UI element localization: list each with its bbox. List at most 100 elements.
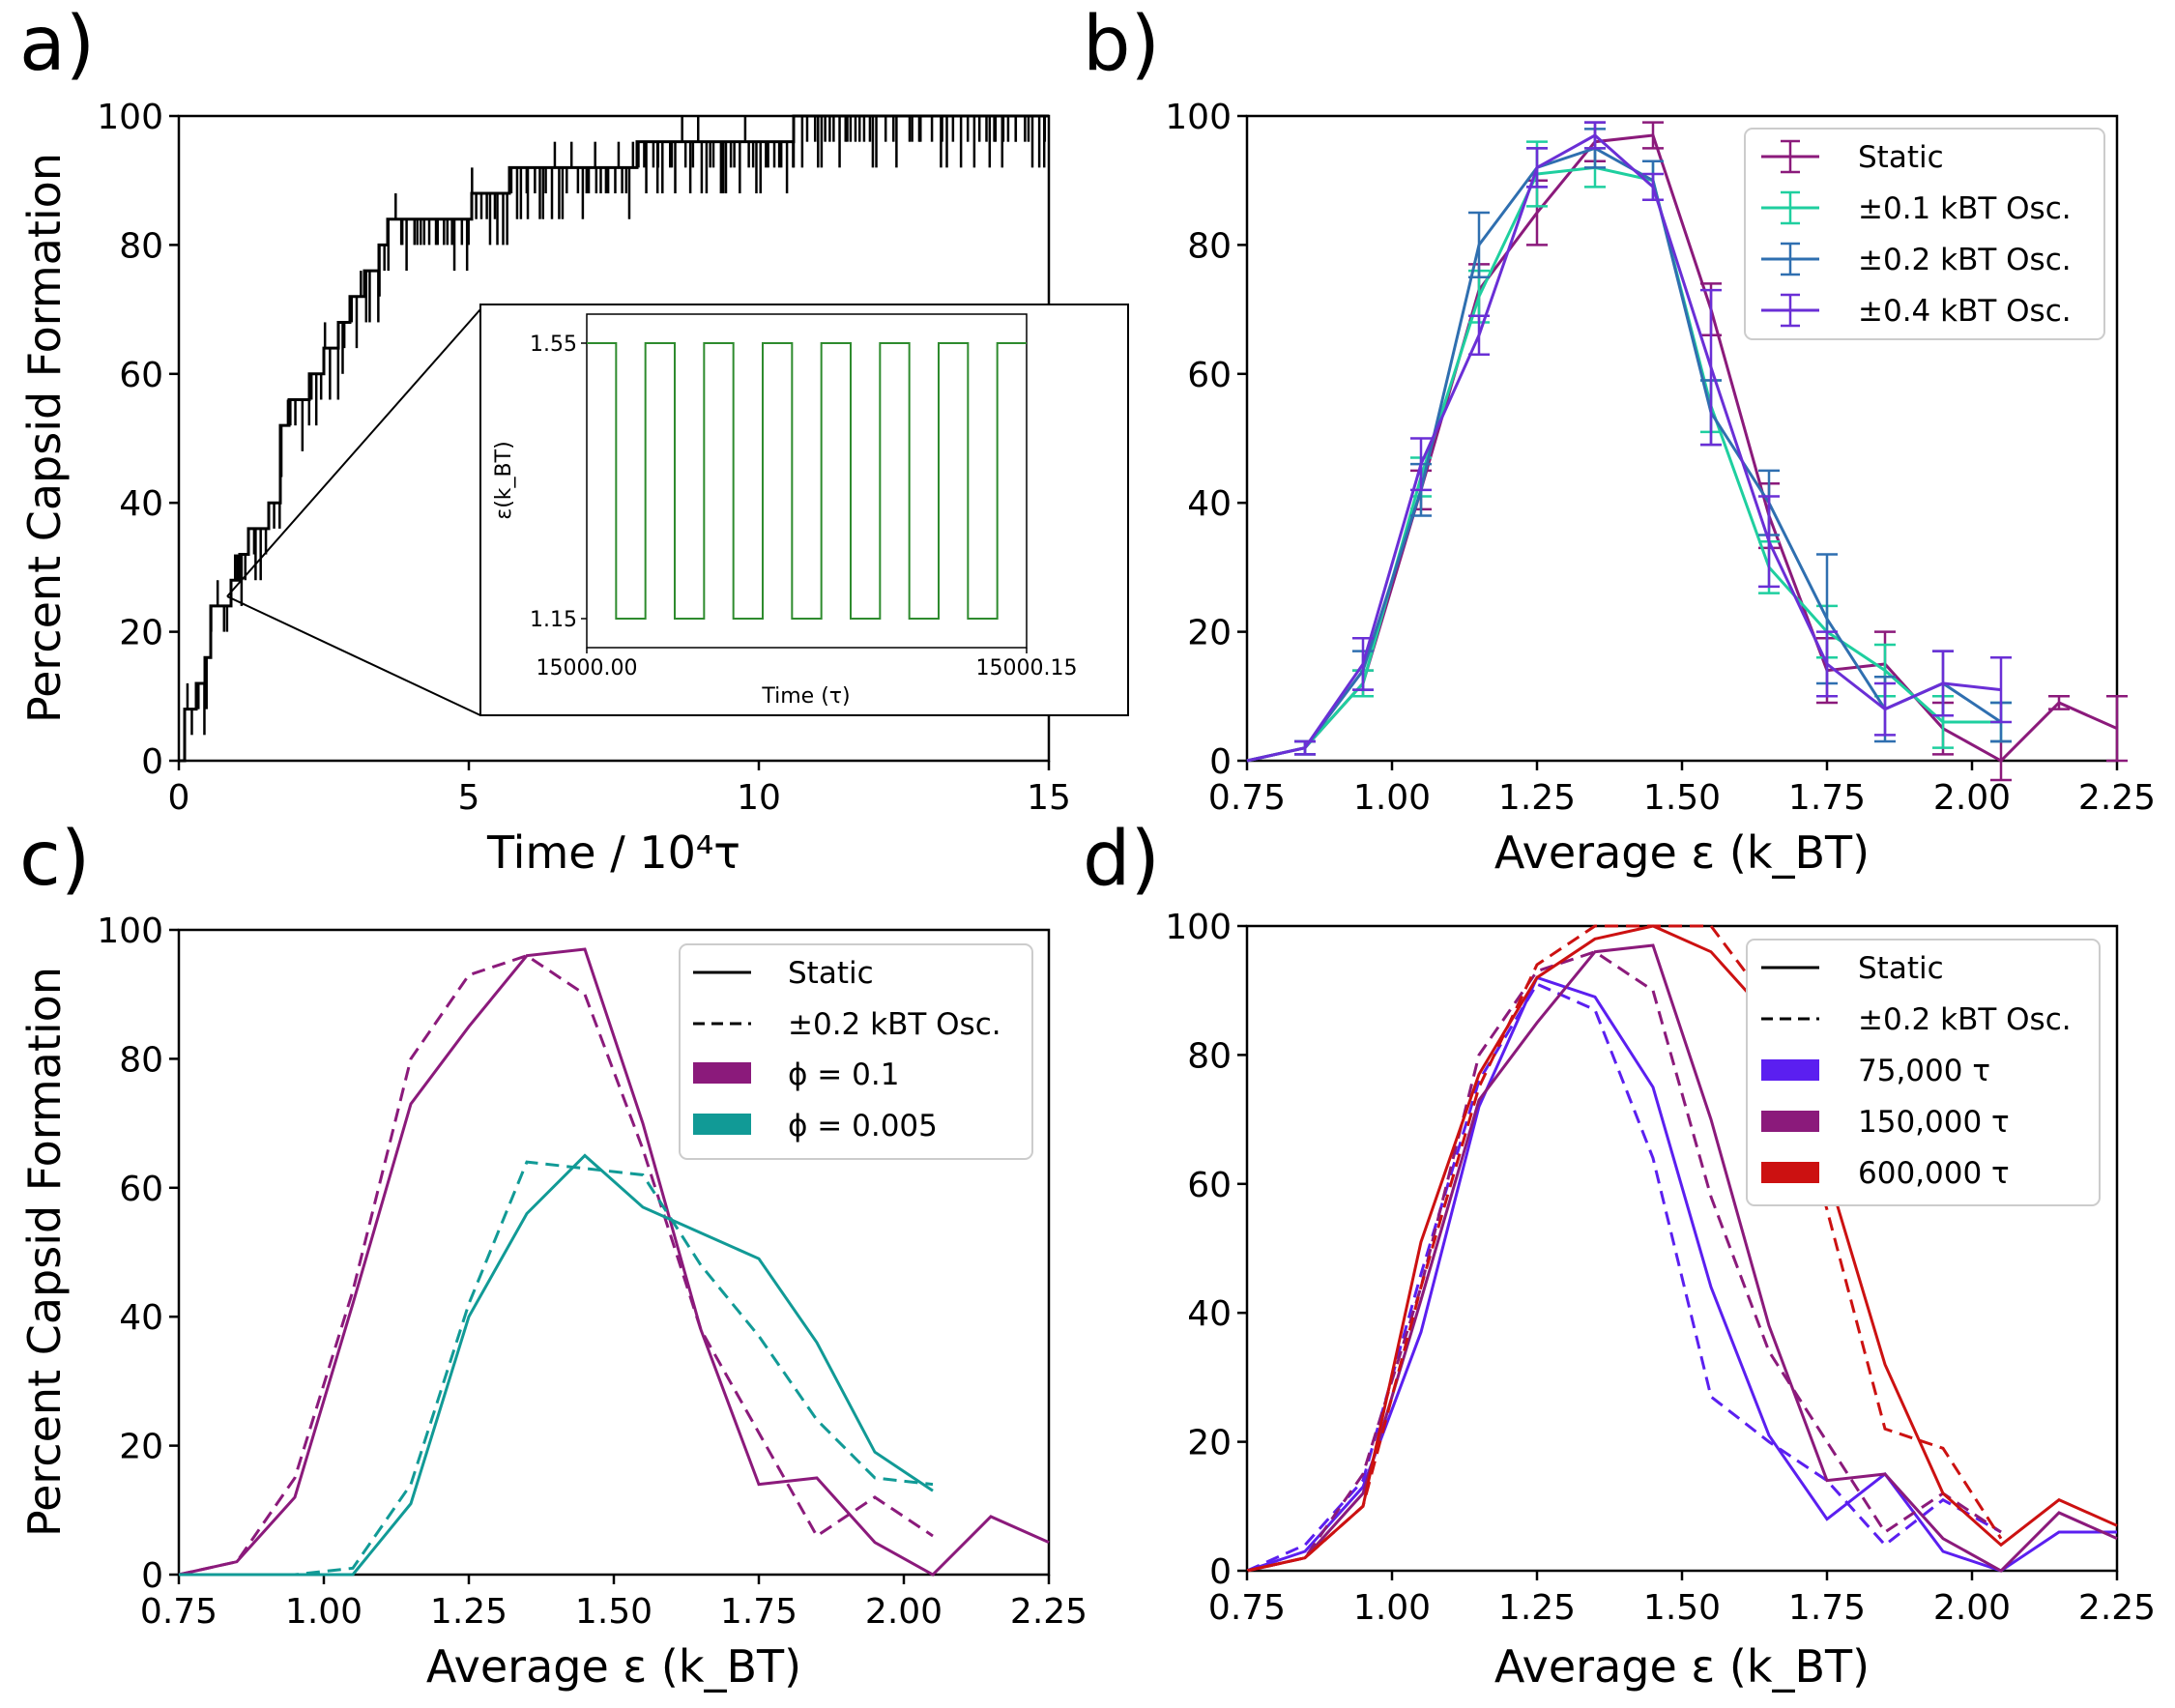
panel-c-2-series-line <box>178 947 1050 1577</box>
panel-c-2-x-tick-label: 2.25 <box>1010 1592 1088 1632</box>
panel-a-0-x-tick-label: 5 <box>458 778 480 818</box>
panel-d-3-x-tick-label: 1.75 <box>1788 1588 1866 1628</box>
panel-c-2-y-tick-label: 100 <box>97 912 163 951</box>
inset-frame <box>586 313 1028 649</box>
panel-d-3-y-tick-label: 40 <box>1187 1294 1232 1334</box>
panel-a-0-y-tick-label: 40 <box>119 484 163 524</box>
panel-b-1-y-tick-label: 0 <box>1209 742 1232 782</box>
panel-d-3-x-tick-label: 1.25 <box>1498 1588 1576 1628</box>
legend-d-label: 150,000 τ <box>1858 1105 2010 1140</box>
panel-d-legend <box>1746 939 2101 1206</box>
panel-b-1-x-tick-label: 1.75 <box>1788 778 1866 818</box>
legend-d-label: 75,000 τ <box>1858 1054 1990 1088</box>
legend-c-label: ±0.2 kBT Osc. <box>788 1007 1001 1042</box>
legend-b-label: Static <box>1858 140 1944 175</box>
zoom-line-bottom <box>226 595 481 716</box>
legend-c-label: Static <box>788 956 874 991</box>
panel-c-y-axis-label: Percent Capsid Formation <box>18 967 71 1537</box>
panel-b-1-y-tick-label: 20 <box>1187 614 1232 653</box>
panel-d-chart: 0.75 1.00 1.25 1.50 1.75 2.00 2.25 0 20 40 60 80 100… <box>1165 908 2156 1693</box>
legend-b-label: ±0.2 kBT Osc. <box>1858 243 2072 277</box>
panel-label-a: a) <box>19 1 95 88</box>
panel-d-x-axis-label: Average ε (k_BT) <box>1494 1640 1870 1693</box>
panel-a-0-y-tick-label: 80 <box>119 226 163 266</box>
legend-d-swatch <box>1761 1162 1819 1183</box>
panel-d-3-series-line <box>1246 924 2118 1573</box>
panel-b-1-y-tick-label: 80 <box>1187 226 1232 266</box>
panel-label-b: b) <box>1083 1 1160 88</box>
panel-b-1-series-line <box>1246 133 2118 763</box>
legend-c-swatch <box>693 1062 751 1084</box>
panel-a-0-x-tick-label: 10 <box>737 778 781 818</box>
panel-c-2-x-tick-label: 1.50 <box>575 1592 652 1632</box>
legend-d-label: ±0.2 kBT Osc. <box>1858 1002 2072 1037</box>
panel-d-3-series-line <box>1246 975 2117 1573</box>
inset-square-wave <box>587 342 1027 620</box>
legend-c-swatch <box>693 1114 751 1135</box>
panel-label-d: d) <box>1083 816 1160 903</box>
panel-a-y-axis-label: Percent Capsid Formation <box>18 153 71 723</box>
panel-b-1-series-line <box>1246 133 2002 763</box>
panel-b-1-x-tick-label: 1.50 <box>1643 778 1721 818</box>
panel-c-2-series-line <box>179 1160 934 1577</box>
panel-a-0-y-tick-label: 100 <box>97 98 163 137</box>
panel-c-2-x-tick-label: 1.25 <box>430 1592 508 1632</box>
inset-x-tick-label: 15000.00 <box>536 656 638 680</box>
inset-x-axis-label: Time (τ) <box>761 684 850 709</box>
panel-d-3-x-tick-label: 1.00 <box>1353 1588 1431 1628</box>
legend-d-swatch <box>1761 1059 1819 1081</box>
panel-d-3-y-tick-label: 20 <box>1187 1424 1232 1463</box>
panel-c-2-series-line <box>179 1153 934 1577</box>
panel-c-2-y-tick-label: 80 <box>119 1040 163 1080</box>
panel-a-0-x-tick-label: 15 <box>1027 778 1071 818</box>
panel-c-2-x-tick-label: 1.00 <box>285 1592 362 1632</box>
panel-c-2-y-tick-label: 60 <box>119 1170 163 1209</box>
legend-c-label: ϕ = 0.005 <box>788 1109 938 1143</box>
legend-d-label: Static <box>1858 951 1944 986</box>
panel-b-1-x-tick-label: 2.00 <box>1933 778 2011 818</box>
panel-c-chart: 0.75 1.00 1.25 1.50 1.75 2.00 2.25 0 20 40 60 80 100… <box>18 912 1088 1693</box>
panel-a-0-x-tick-label: 0 <box>168 778 190 818</box>
inset-y-tick-label: 1.15 <box>530 608 577 632</box>
panel-c-2-y-tick-label: 20 <box>119 1428 163 1467</box>
panel-c-2-x-tick-label: 0.75 <box>140 1592 218 1632</box>
panel-d-3-x-tick-label: 2.25 <box>2078 1588 2156 1628</box>
panel-d-3-x-tick-label: 0.75 <box>1208 1588 1286 1628</box>
panel-d-3-x-tick-label: 2.00 <box>1933 1588 2011 1628</box>
panel-c-2-series-line <box>178 954 934 1577</box>
panel-d-3-series-line <box>1246 982 2002 1573</box>
panel-c-2-y-tick-label: 40 <box>119 1298 163 1338</box>
panel-b-1-series-line <box>1246 146 2002 763</box>
inset-y-tick-label: 1.55 <box>530 333 577 357</box>
panel-b-1-y-tick-label: 60 <box>1187 356 1232 395</box>
panel-c-2-y-tick-label: 0 <box>141 1556 163 1596</box>
panel-a-chart: 0 5 10 15 0 20 40 60 80 100 15000.00 15000.15 1.55 1… <box>18 98 1129 879</box>
panel-d-3-y-tick-label: 100 <box>1165 908 1232 947</box>
zoom-line-top <box>226 308 481 597</box>
panel-d-3-y-tick-label: 0 <box>1209 1552 1232 1592</box>
panel-b-chart: 0.75 1.00 1.25 1.50 1.75 2.00 2.25 0 20 40 60 80 100… <box>1165 98 2156 879</box>
panel-b-1-y-tick-label: 40 <box>1187 484 1232 524</box>
inset-y-axis-label: ε(k_BT) <box>492 441 516 519</box>
panel-b-1-x-tick-label: 2.25 <box>2078 778 2156 818</box>
panel-c-2-x-tick-label: 2.00 <box>865 1592 942 1632</box>
panel-d-3-series-line <box>1246 924 2003 1573</box>
panel-b-1-x-tick-label: 0.75 <box>1208 778 1286 818</box>
panel-c-x-axis-label: Average ε (k_BT) <box>426 1640 801 1693</box>
panel-d-3-x-tick-label: 1.50 <box>1643 1588 1721 1628</box>
inset-box <box>479 304 1129 716</box>
legend-d-label: 600,000 τ <box>1858 1156 2010 1191</box>
panel-d-3-y-tick-label: 80 <box>1187 1036 1232 1076</box>
panel-label-c: c) <box>19 816 90 903</box>
panel-d-3-series-line <box>1246 943 2118 1573</box>
panel-b-x-axis-label: Average ε (k_BT) <box>1494 826 1870 879</box>
panel-a-0-y-tick-label: 60 <box>119 356 163 395</box>
panel-d-3-series-line <box>1246 950 2002 1573</box>
panel-b-1-x-tick-label: 1.00 <box>1353 778 1431 818</box>
panel-a-0-y-tick-label: 0 <box>141 742 163 782</box>
panel-c-legend <box>679 943 1033 1160</box>
legend-d-swatch <box>1761 1111 1819 1132</box>
panel-b-1-series-line <box>1246 165 2001 763</box>
panel-b-legend <box>1744 128 2105 340</box>
